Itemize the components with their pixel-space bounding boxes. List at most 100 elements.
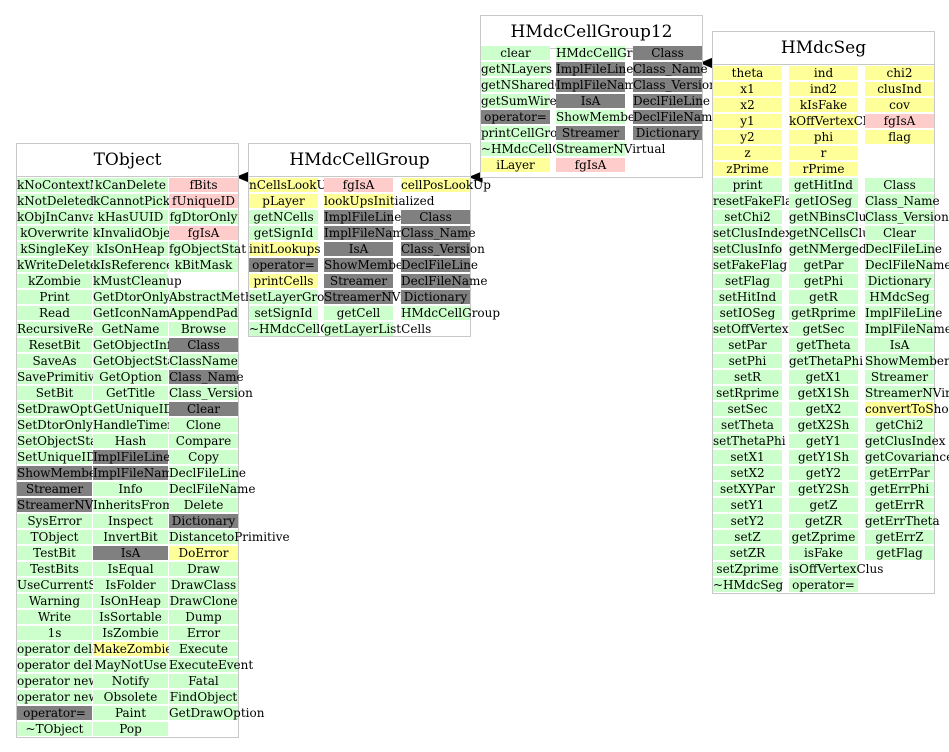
member-hmdcseg-1-15[interactable]: getRprime xyxy=(789,306,858,320)
member-hmdcseg-2-21[interactable]: convertToShort xyxy=(865,402,949,416)
member-tobject-2-20[interactable]: Delete xyxy=(169,498,238,512)
member-hmdccellgroup-0-1[interactable]: pLayer xyxy=(249,194,318,208)
member-hmdccellgroup12-0-3[interactable]: getSumWires xyxy=(481,94,563,108)
member-hmdccellgroup12-1-2[interactable]: ImplFileName xyxy=(556,78,643,92)
member-tobject-0-12[interactable]: SavePrimitive xyxy=(17,370,102,384)
class-box-hmdcseg[interactable]: HMdcSeg theta x1 x2 y1 y2 z zPrime print resetFa… xyxy=(712,31,949,594)
member-tobject-2-14[interactable]: Clear xyxy=(169,402,238,416)
member-hmdccellgroup-0-2[interactable]: getNCells xyxy=(249,210,318,224)
member-tobject-0-24[interactable]: TestBits xyxy=(17,562,92,576)
member-tobject-0-3[interactable]: kOverwrite xyxy=(17,226,92,240)
member-hmdcseg-2-20[interactable]: StreamerNVirtual xyxy=(865,386,949,400)
member-hmdccellgroup12-1-7[interactable]: fgIsA xyxy=(556,158,625,172)
member-hmdcseg-2-26[interactable]: getErrPhi xyxy=(865,482,934,496)
member-tobject-1-18[interactable]: ImplFileName xyxy=(93,466,180,480)
member-hmdcseg-2-30[interactable]: getFlag xyxy=(865,546,934,560)
member-tobject-2-25[interactable]: DrawClass xyxy=(169,578,238,592)
member-tobject-1-27[interactable]: IsSortable xyxy=(93,610,168,624)
member-hmdcseg-0-0[interactable]: theta xyxy=(713,66,782,80)
member-hmdccellgroup12-1-0[interactable]: HMdcCellGroup12 xyxy=(556,46,671,60)
member-hmdcseg-0-10[interactable]: setClusIndex xyxy=(713,226,793,240)
member-tobject-2-29[interactable]: Execute xyxy=(169,642,238,656)
member-tobject-0-13[interactable]: SetBit xyxy=(17,386,92,400)
member-tobject-1-8[interactable]: GetIconName xyxy=(93,306,178,320)
member-hmdcseg-1-31[interactable]: isOffVertexClus xyxy=(789,562,884,576)
member-tobject-0-30[interactable]: operator delete[] xyxy=(17,658,121,672)
member-hmdcseg-0-15[interactable]: setIOSeg xyxy=(713,306,782,320)
member-hmdcseg-2-18[interactable]: ShowMembers xyxy=(865,354,949,368)
member-hmdcseg-1-6[interactable]: rPrime xyxy=(789,162,858,176)
member-tobject-1-9[interactable]: GetName xyxy=(93,322,168,336)
member-tobject-2-30[interactable]: ExecuteEvent xyxy=(169,658,254,672)
member-hmdcseg-2-29[interactable]: getErrZ xyxy=(865,530,934,544)
class-box-hmdccellgroup[interactable]: HMdcCellGroup nCellsLookUp pLayer getNCell… xyxy=(248,143,500,337)
member-hmdccellgroup-1-4[interactable]: IsA xyxy=(324,242,393,256)
member-hmdccellgroup12-2-3[interactable]: DeclFileLine xyxy=(633,94,711,108)
member-tobject-1-17[interactable]: ImplFileLine xyxy=(93,450,171,464)
member-tobject-2-1[interactable]: fUniqueID xyxy=(169,194,238,208)
member-tobject-2-9[interactable]: Browse xyxy=(169,322,238,336)
member-tobject-2-26[interactable]: DrawClone xyxy=(169,594,238,608)
member-hmdccellgroup12-0-1[interactable]: getNLayers xyxy=(481,62,553,76)
member-hmdcseg-0-32[interactable]: ~HMdcSeg xyxy=(713,578,784,592)
member-hmdcseg-2-19[interactable]: Streamer xyxy=(865,370,934,384)
member-hmdcseg-2-0[interactable]: chi2 xyxy=(865,66,934,80)
member-tobject-0-25[interactable]: UseCurrentStyle xyxy=(17,578,120,592)
member-tobject-0-7[interactable]: Print xyxy=(17,290,92,304)
member-hmdccellgroup12-0-4[interactable]: operator= xyxy=(481,110,550,124)
member-hmdcseg-1-7[interactable]: getHitInd xyxy=(789,178,858,192)
member-hmdcseg-1-19[interactable]: getX1 xyxy=(789,370,858,384)
member-tobject-1-21[interactable]: Inspect xyxy=(93,514,168,528)
member-hmdcseg-0-13[interactable]: setFlag xyxy=(713,274,782,288)
member-hmdcseg-0-4[interactable]: y2 xyxy=(713,130,782,144)
member-hmdcseg-0-31[interactable]: setZprime xyxy=(713,562,782,576)
member-tobject-1-22[interactable]: InvertBit xyxy=(93,530,168,544)
member-hmdcseg-1-22[interactable]: getX2Sh xyxy=(789,418,858,432)
member-tobject-1-10[interactable]: GetObjectInfo xyxy=(93,338,179,352)
member-tobject-2-22[interactable]: DistancetoPrimitive xyxy=(169,530,290,544)
member-tobject-1-5[interactable]: kIsReferenced xyxy=(93,258,181,272)
member-hmdcseg-1-29[interactable]: getZprime xyxy=(789,530,858,544)
member-tobject-1-2[interactable]: kHasUUID xyxy=(93,210,168,224)
member-hmdcseg-1-16[interactable]: getSec xyxy=(789,322,858,336)
member-tobject-1-28[interactable]: IsZombie xyxy=(93,626,168,640)
member-tobject-0-18[interactable]: ShowMembers xyxy=(17,466,108,480)
member-hmdccellgroup-1-3[interactable]: ImplFileName xyxy=(324,226,411,240)
member-hmdcseg-0-25[interactable]: setX2 xyxy=(713,466,782,480)
member-hmdccellgroup-1-7[interactable]: StreamerNVirtual xyxy=(324,290,434,304)
member-tobject-2-7[interactable]: AbstractMethod xyxy=(169,290,268,304)
member-hmdcseg-2-24[interactable]: getCovariance xyxy=(865,450,949,464)
member-hmdcseg-1-28[interactable]: getZR xyxy=(789,514,858,528)
member-hmdcseg-1-25[interactable]: getY2 xyxy=(789,466,858,480)
member-hmdcseg-1-11[interactable]: getNMergedClus xyxy=(789,242,894,256)
member-tobject-1-0[interactable]: kCanDelete xyxy=(93,178,168,192)
member-hmdcseg-2-27[interactable]: getErrR xyxy=(865,498,934,512)
member-hmdcseg-2-3[interactable]: fgIsA xyxy=(865,114,934,128)
member-hmdccellgroup-1-2[interactable]: ImplFileLine xyxy=(324,210,402,224)
member-hmdccellgroup-1-1[interactable]: lookUpsInitialized xyxy=(324,194,435,208)
member-tobject-1-33[interactable]: Paint xyxy=(93,706,168,720)
member-hmdccellgroup12-0-6[interactable]: ~HMdcCellGroup12 xyxy=(481,142,606,156)
member-hmdccellgroup-2-5[interactable]: DeclFileLine xyxy=(401,258,479,272)
member-hmdcseg-0-12[interactable]: setFakeFlag xyxy=(713,258,788,272)
member-tobject-0-27[interactable]: Write xyxy=(17,610,92,624)
member-hmdcseg-0-20[interactable]: setRprime xyxy=(713,386,782,400)
member-tobject-0-8[interactable]: Read xyxy=(17,306,92,320)
member-tobject-1-19[interactable]: Info xyxy=(93,482,168,496)
member-hmdcseg-2-11[interactable]: DeclFileLine xyxy=(865,242,943,256)
member-hmdccellgroup-2-2[interactable]: Class xyxy=(401,210,470,224)
member-hmdcseg-1-27[interactable]: getZ xyxy=(789,498,858,512)
member-tobject-0-31[interactable]: operator new xyxy=(17,674,99,688)
member-hmdcseg-1-1[interactable]: ind2 xyxy=(789,82,858,96)
member-hmdcseg-1-0[interactable]: ind xyxy=(789,66,858,80)
member-tobject-2-5[interactable]: kBitMask xyxy=(169,258,238,272)
member-tobject-1-12[interactable]: GetOption xyxy=(93,370,168,384)
class-box-tobject[interactable]: TObject kNoContextMenu kNotDeleted kObjInC… xyxy=(16,143,290,738)
member-tobject-0-11[interactable]: SaveAs xyxy=(17,354,92,368)
member-hmdcseg-1-30[interactable]: isFake xyxy=(789,546,858,560)
member-tobject-2-33[interactable]: GetDrawOption xyxy=(169,706,265,720)
member-hmdcseg-0-5[interactable]: z xyxy=(713,146,782,160)
member-tobject-2-27[interactable]: Dump xyxy=(169,610,238,624)
member-tobject-1-29[interactable]: MakeZombie xyxy=(93,642,173,656)
member-hmdccellgroup12-2-4[interactable]: DeclFileName xyxy=(633,110,720,124)
